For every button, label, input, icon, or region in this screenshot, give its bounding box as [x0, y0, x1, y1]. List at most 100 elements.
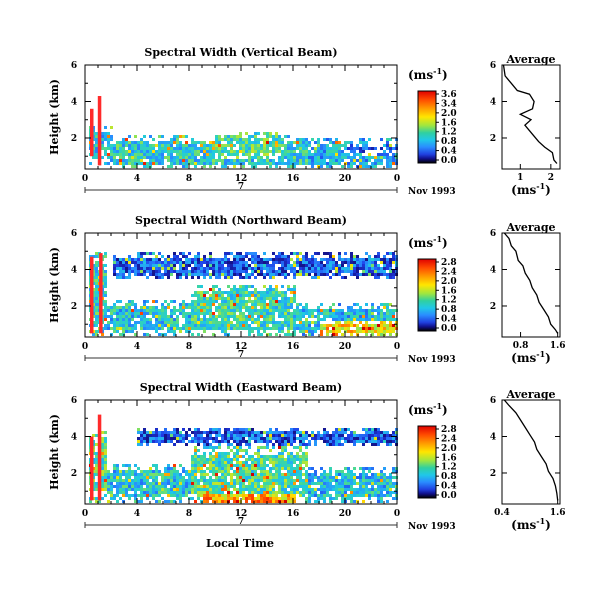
heatmap-cell — [365, 434, 368, 437]
heatmap-cell — [170, 150, 173, 153]
heatmap-cell — [176, 479, 179, 482]
heatmap-cell — [131, 156, 134, 159]
heatmap-cell — [287, 273, 290, 276]
heatmap-cell — [356, 312, 359, 315]
heatmap-cell — [212, 500, 215, 503]
heatmap-cell — [380, 470, 383, 473]
heatmap-cell — [107, 306, 110, 309]
heatmap-cell — [212, 333, 215, 336]
heatmap-cell — [203, 461, 206, 464]
heatmap-cell — [353, 324, 356, 327]
heatmap-cell — [227, 159, 230, 162]
heatmap-cell — [260, 294, 263, 297]
heatmap-cell — [353, 330, 356, 333]
heatmap-cell — [335, 270, 338, 273]
heatmap-cell — [155, 162, 158, 165]
heatmap-cell — [311, 473, 314, 476]
heatmap-cell — [110, 315, 113, 318]
heatmap-cell — [293, 300, 296, 303]
heatmap-cell — [266, 267, 269, 270]
x-tick-label: 16 — [287, 509, 300, 519]
heatmap-cell — [308, 258, 311, 261]
heatmap-cell — [266, 318, 269, 321]
heatmap-cell — [269, 285, 272, 288]
heatmap-cell — [167, 150, 170, 153]
heatmap-cell — [329, 147, 332, 150]
heatmap-cell — [272, 162, 275, 165]
heatmap-cell — [392, 470, 395, 473]
heatmap-cell — [116, 482, 119, 485]
heatmap-cell — [215, 297, 218, 300]
heatmap-cell — [242, 264, 245, 267]
heatmap-cell — [269, 327, 272, 330]
heatmap-cell — [239, 285, 242, 288]
heatmap-cell — [272, 252, 275, 255]
heatmap-cell — [389, 443, 392, 446]
heatmap-cell — [305, 461, 308, 464]
heatmap-cell — [266, 156, 269, 159]
heatmap-cell — [131, 482, 134, 485]
heatmap-cell — [191, 324, 194, 327]
heatmap-cell — [263, 153, 266, 156]
heatmap-cell — [116, 264, 119, 267]
heatmap-cell — [383, 267, 386, 270]
day-label: 7 — [238, 182, 244, 192]
heatmap-cell — [134, 333, 137, 336]
heatmap-cell — [251, 306, 254, 309]
heatmap-cell — [167, 258, 170, 261]
heatmap-cell — [362, 482, 365, 485]
heatmap-cell — [284, 297, 287, 300]
heatmap-cell — [215, 476, 218, 479]
heatmap-cell — [230, 327, 233, 330]
heatmap-cell — [305, 303, 308, 306]
heatmap-cell — [284, 156, 287, 159]
heatmap-cell — [230, 159, 233, 162]
heatmap-cell — [194, 428, 197, 431]
heatmap-cell — [371, 162, 374, 165]
heatmap-cell — [164, 273, 167, 276]
heatmap-cell — [224, 300, 227, 303]
heatmap-cell — [362, 470, 365, 473]
heatmap-cell — [170, 488, 173, 491]
heatmap-cell — [323, 485, 326, 488]
heatmap-cell — [284, 294, 287, 297]
heatmap-cell — [227, 461, 230, 464]
heatmap-cell — [281, 497, 284, 500]
heatmap-cell — [239, 491, 242, 494]
heatmap-cell — [350, 440, 353, 443]
heatmap-cell — [383, 440, 386, 443]
heatmap-cell — [287, 312, 290, 315]
heatmap-cell — [125, 482, 128, 485]
heatmap-cell — [263, 431, 266, 434]
heatmap-cell — [290, 497, 293, 500]
heatmap-cell — [254, 264, 257, 267]
heatmap-cell — [371, 273, 374, 276]
y-axis-title: Height (km) — [48, 414, 61, 490]
heatmap-cell — [242, 288, 245, 291]
heatmap-cell — [233, 288, 236, 291]
heatmap-cell — [221, 455, 224, 458]
heatmap-cell — [185, 315, 188, 318]
heatmap-cell — [209, 452, 212, 455]
heatmap-cell — [119, 144, 122, 147]
heatmap-cell — [176, 488, 179, 491]
heatmap-cell — [182, 479, 185, 482]
heatmap-cell — [365, 476, 368, 479]
heatmap-cell — [290, 264, 293, 267]
heatmap-cell — [209, 491, 212, 494]
heatmap-cell — [326, 473, 329, 476]
heatmap-cell — [164, 333, 167, 336]
heatmap-cell — [299, 303, 302, 306]
heatmap-cell — [122, 267, 125, 270]
heatmap-cell — [197, 297, 200, 300]
heatmap-cell — [284, 264, 287, 267]
heatmap-cell — [254, 306, 257, 309]
heatmap-cell — [179, 440, 182, 443]
heatmap-cell — [302, 144, 305, 147]
heatmap-cell — [146, 276, 149, 279]
heatmap-cell — [323, 431, 326, 434]
heatmap-cell — [143, 165, 146, 168]
heatmap-cell — [149, 440, 152, 443]
heatmap-cell — [344, 428, 347, 431]
heatmap-cell — [104, 306, 107, 309]
